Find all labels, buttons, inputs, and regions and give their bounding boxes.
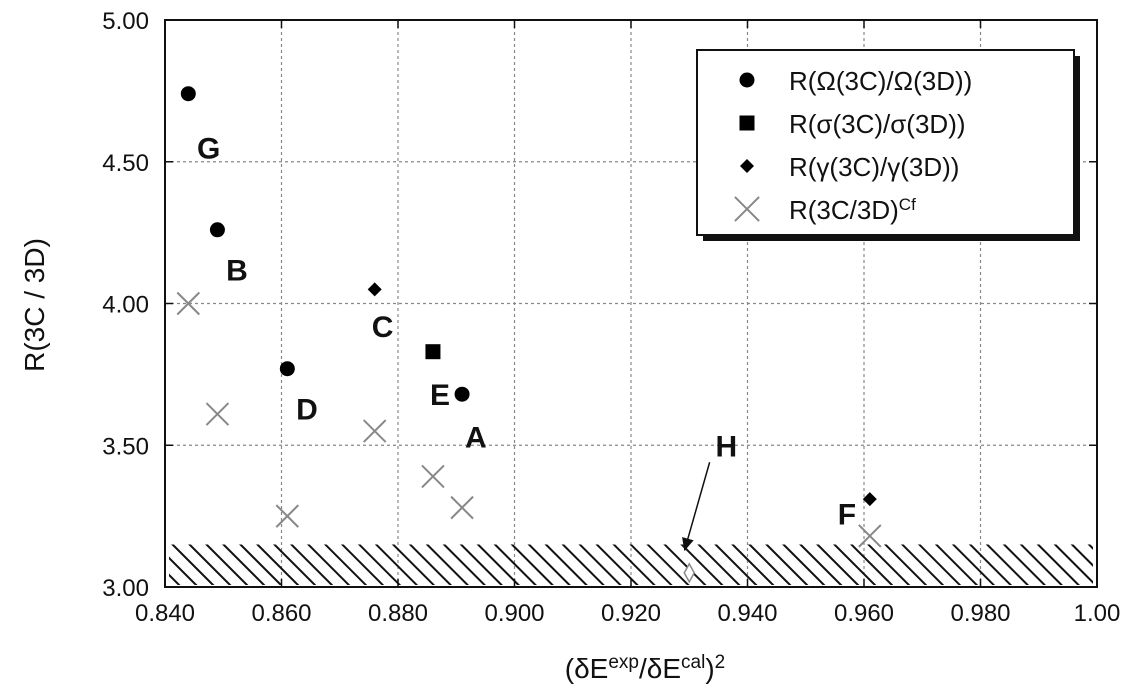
point-label-B: B bbox=[226, 254, 248, 287]
legend-marker-x bbox=[734, 196, 760, 222]
data-point-x-stroke-b bbox=[176, 291, 201, 316]
point-label-A: A bbox=[465, 422, 487, 455]
hatched-band bbox=[169, 544, 1093, 585]
axis-ticks: 0.840 0.860 0.880 0.900 0.920 0.940 0.960 0.980… bbox=[102, 8, 1120, 627]
y-tick-label: 4.00 bbox=[102, 292, 149, 319]
legend-box bbox=[696, 49, 1075, 236]
data-point-square bbox=[425, 344, 441, 360]
data-point-x bbox=[450, 495, 474, 520]
x-tick-label: 0.920 bbox=[601, 600, 661, 627]
x-tick-label: 0.940 bbox=[717, 600, 777, 627]
point-labels: G B C D EA H F bbox=[197, 133, 856, 552]
data-point-circle bbox=[209, 222, 225, 238]
data-point-x-stroke-b bbox=[858, 524, 882, 548]
x-axis-title-sup-exp: exp bbox=[608, 652, 639, 673]
x-tick-label: 0.900 bbox=[484, 600, 544, 627]
data-point-x-stroke-b bbox=[362, 419, 387, 443]
point-label-E: E bbox=[430, 379, 450, 412]
data-point-x bbox=[205, 402, 230, 426]
data-point-circle bbox=[279, 361, 295, 377]
y-tick-label: 3.50 bbox=[102, 433, 149, 460]
x-tick-label: 0.860 bbox=[251, 600, 311, 627]
x-tick-label: 0.960 bbox=[834, 600, 894, 627]
legend-label: R(3C/3D)Cf bbox=[789, 195, 916, 226]
x-axis-title-mid: /δE bbox=[639, 653, 681, 684]
data-point-x bbox=[176, 291, 201, 316]
x-axis-title-sup-2: 2 bbox=[715, 652, 726, 673]
x-axis-title-sup-cal: cal bbox=[681, 652, 705, 673]
y-axis-title: R(3C / 3D) bbox=[19, 238, 50, 372]
data-point-x bbox=[421, 464, 445, 489]
x-tick-label: 1.00 bbox=[1074, 600, 1121, 627]
y-tick-label: 4.50 bbox=[102, 150, 149, 177]
legend-label: R(γ(3C)/γ(3D)) bbox=[789, 152, 959, 182]
data-point-x-stroke-b bbox=[450, 495, 474, 520]
data-point-x-stroke-b bbox=[205, 402, 230, 426]
data-point-circle bbox=[454, 386, 470, 402]
legend-marker-diamond bbox=[740, 159, 754, 173]
data-point-x-stroke-b bbox=[421, 464, 445, 489]
x-tick-label: 0.840 bbox=[135, 600, 195, 627]
data-point-x-stroke-b bbox=[275, 504, 300, 528]
data-points bbox=[176, 86, 882, 584]
data-point-open-diamond bbox=[683, 562, 696, 584]
point-label-G: G bbox=[197, 133, 220, 166]
legend-marker-x-stroke-b bbox=[734, 196, 760, 222]
point-label-F: F bbox=[838, 498, 856, 531]
legend-label: R(Ω(3C)/Ω(3D)) bbox=[789, 66, 972, 96]
point-label-D: D bbox=[296, 393, 318, 426]
data-point-x bbox=[858, 524, 882, 548]
data-point-diamond bbox=[367, 282, 382, 297]
legend-marker-circle bbox=[739, 72, 755, 88]
hatched-region bbox=[169, 544, 1093, 585]
legend-marker-square bbox=[739, 115, 755, 131]
data-point-circle bbox=[180, 86, 196, 102]
legend: R(Ω(3C)/Ω(3D)) R(σ(3C)/σ(3D)) R(γ(3C)/γ(3D… bbox=[696, 49, 1080, 241]
x-tick-label: 0.980 bbox=[950, 600, 1010, 627]
annotation-arrow bbox=[682, 462, 711, 552]
data-point-x bbox=[275, 504, 300, 528]
x-axis-title-base: (δE bbox=[565, 653, 609, 684]
data-point-x bbox=[362, 419, 387, 443]
legend-label-sup: Cf bbox=[899, 195, 916, 214]
x-tick-label: 0.880 bbox=[368, 600, 428, 627]
y-tick-label: 3.00 bbox=[102, 575, 149, 602]
point-label-C: C bbox=[372, 311, 394, 344]
y-tick-label: 5.00 bbox=[102, 8, 149, 35]
x-axis-title-close: ) bbox=[705, 653, 714, 684]
legend-label-base: R(3C/3D) bbox=[789, 195, 899, 225]
legend-label: R(σ(3C)/σ(3D)) bbox=[789, 109, 966, 139]
point-label-H: H bbox=[715, 430, 737, 463]
data-point-diamond bbox=[862, 492, 877, 507]
x-axis-title: (δEexp/δEcal)2 bbox=[565, 652, 725, 685]
